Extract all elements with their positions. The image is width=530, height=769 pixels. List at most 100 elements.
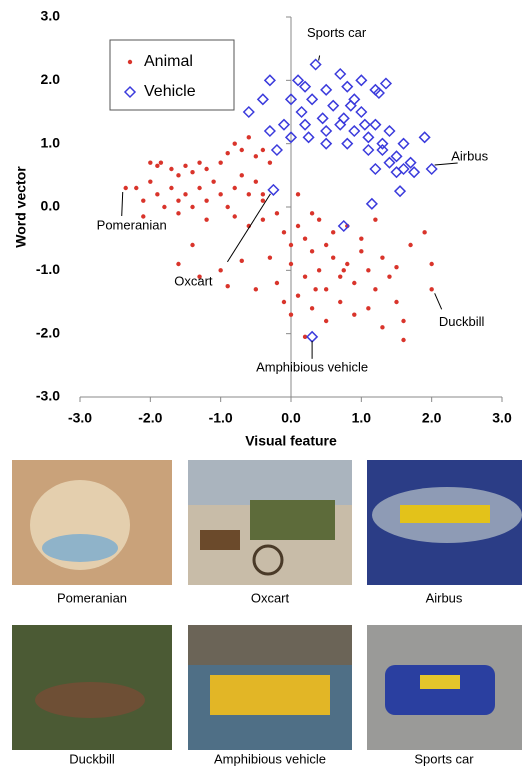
point [274,211,280,216]
point [345,261,350,267]
point [393,185,407,198]
point [299,118,312,131]
y-tick-label: -3.0 [36,388,60,404]
point [352,280,357,286]
point [295,105,308,119]
point [323,287,329,292]
point [274,280,280,286]
point [176,261,181,267]
point [302,274,308,279]
point [397,162,410,176]
y-tick-label: -2.0 [36,324,60,340]
point [123,185,128,191]
point [338,299,343,305]
annotation: Duckbill [439,314,485,329]
point [253,154,259,159]
point [352,312,357,317]
point [134,185,139,191]
point [337,112,350,125]
point [267,160,273,165]
point [316,268,322,273]
point [260,217,266,222]
point [306,330,319,343]
point [232,214,237,219]
point [239,147,244,153]
image-caption: Amphibious vehicle [214,751,326,766]
y-tick-label: 1.0 [41,134,61,150]
point [359,249,364,254]
x-tick-label: 3.0 [492,410,512,426]
point [331,255,336,260]
point [362,143,375,157]
point [239,173,244,178]
point [348,93,361,106]
point [162,204,167,210]
point [211,179,216,184]
image-caption: Oxcart [251,590,290,605]
point [429,287,434,292]
point [376,143,389,157]
point [176,173,181,178]
point [270,143,283,157]
legend-marker [127,59,133,65]
point [263,124,276,138]
x-axis-label: Visual feature [245,433,337,449]
point [373,287,378,292]
legend-label: Vehicle [144,83,196,100]
point [218,268,223,273]
point [302,334,308,340]
point [390,150,403,163]
image-caption: Airbus [426,590,463,605]
legend-marker [123,85,137,99]
point [334,118,347,131]
annotation: Oxcart [174,273,213,288]
annotation: Amphibious vehicle [256,359,368,374]
point [260,147,266,153]
x-tick-label: 1.0 [352,410,372,426]
image-caption: Sports car [414,751,474,766]
point [390,166,403,179]
point [169,185,174,191]
point [295,293,301,298]
point [218,160,223,165]
point [141,198,146,203]
point [394,299,399,305]
point [401,318,406,324]
point [338,274,343,279]
point [281,299,287,305]
point [366,306,371,311]
point [313,287,318,292]
point [169,166,174,172]
annotation-leader [434,293,443,310]
y-tick-label: -1.0 [36,261,60,277]
point [176,211,181,216]
point [379,77,393,90]
point [267,255,273,260]
point [348,124,361,138]
point [383,124,396,138]
point [225,150,230,156]
point [267,183,280,196]
y-axis-label: Word vector [13,166,29,248]
point [155,192,160,197]
point [232,141,237,146]
photo [188,625,352,750]
point [288,242,294,248]
point [288,312,294,317]
point [323,242,329,248]
point [380,325,385,330]
point [190,242,195,248]
point [281,230,287,235]
annotation: Airbus [451,148,488,163]
point [366,268,371,273]
annotation-leader [226,193,271,263]
point [190,169,195,175]
point [422,230,427,235]
point [158,160,164,165]
y-tick-label: 3.0 [41,8,61,24]
point [309,249,315,254]
y-tick-label: 0.0 [41,198,61,214]
point [148,179,153,184]
point [418,131,431,144]
annotation-leader [434,162,458,166]
